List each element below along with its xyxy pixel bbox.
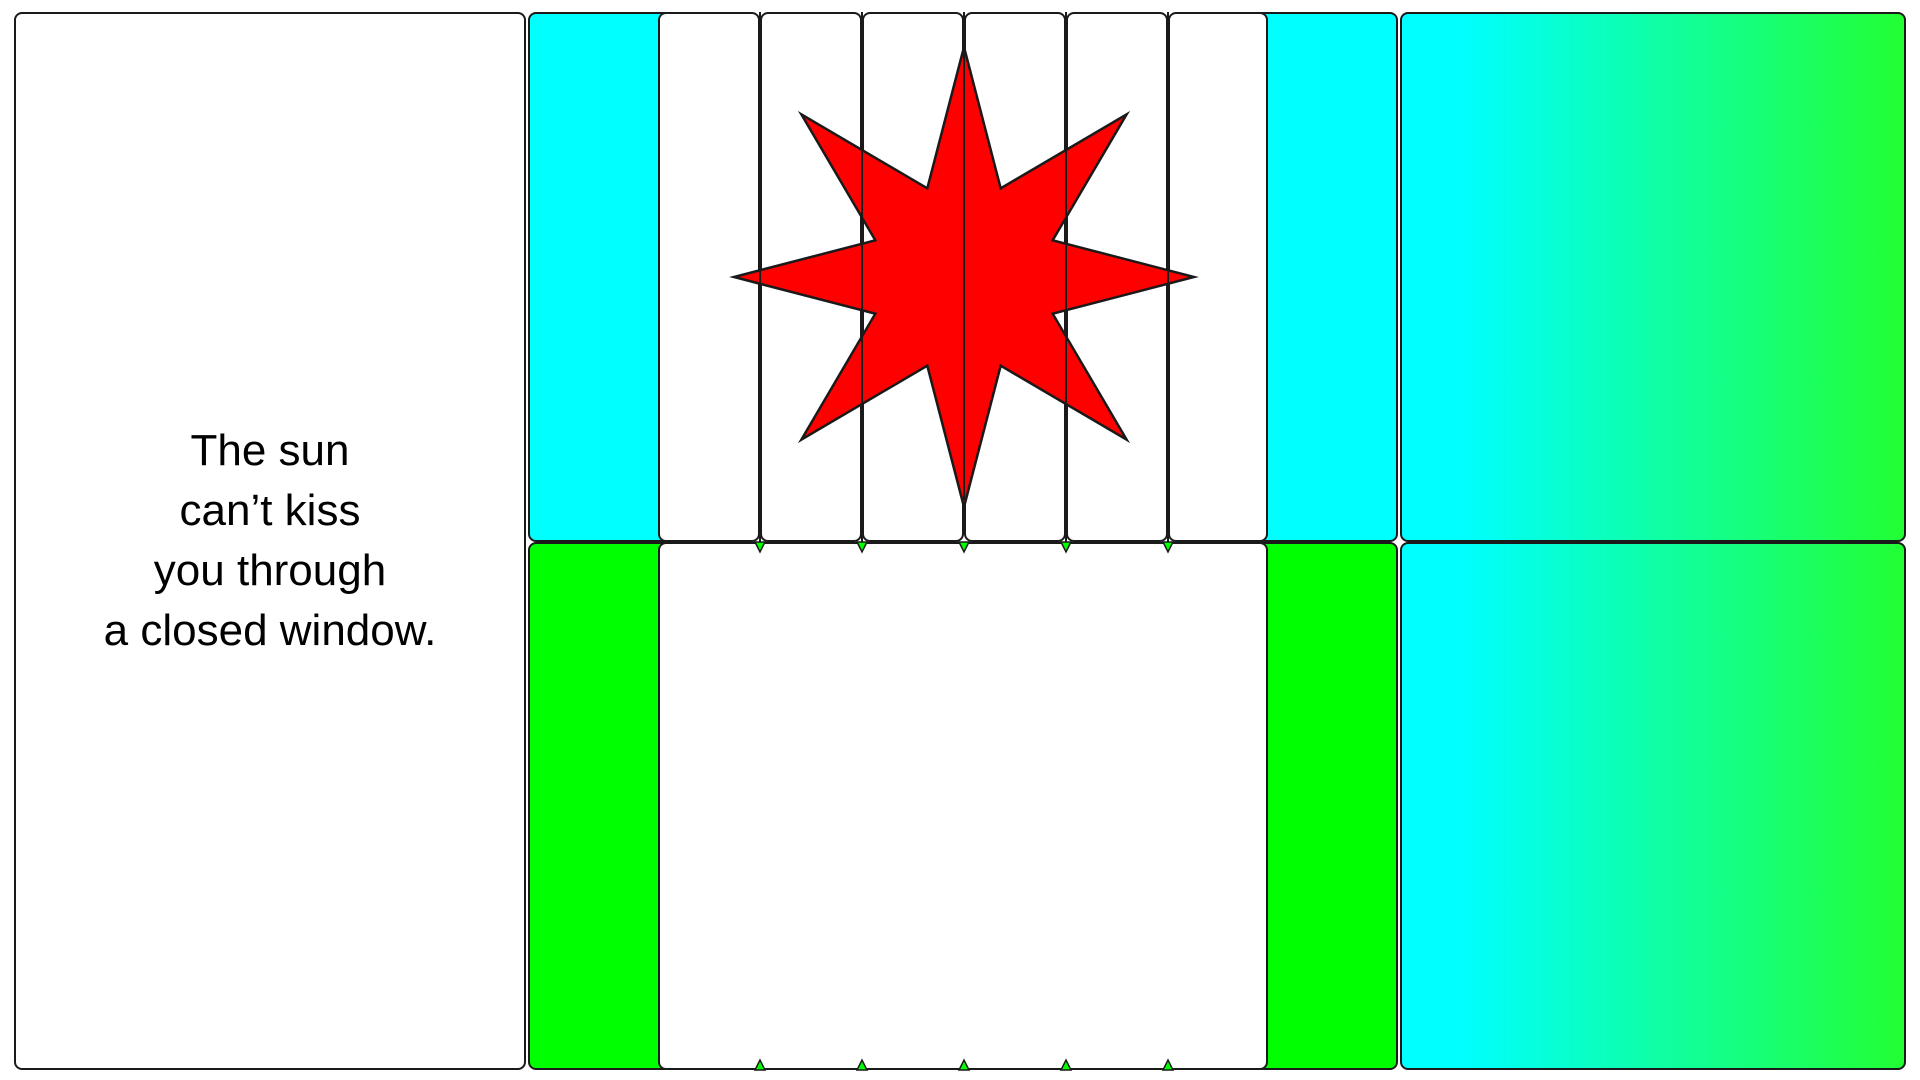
blind-slat-1 xyxy=(658,12,760,542)
window-lower-sheet xyxy=(658,542,1268,1070)
quote-panel: The sun can’t kiss you through a closed … xyxy=(14,12,526,1070)
blind-slat-6 xyxy=(1168,12,1268,542)
blind-slat-5 xyxy=(1066,12,1168,542)
gradient-panel-bottom xyxy=(1400,542,1906,1070)
blind-slat-3 xyxy=(862,12,964,542)
gradient-panel-top xyxy=(1400,12,1906,542)
window-top-right-tile xyxy=(1254,12,1398,542)
quote-text: The sun can’t kiss you through a closed … xyxy=(103,426,437,655)
window-bottom-left-tile xyxy=(528,542,672,1070)
blind-slat-2 xyxy=(760,12,862,542)
window-bottom-right-tile xyxy=(1254,542,1398,1070)
blind-slat-4 xyxy=(964,12,1066,542)
window-top-left-tile xyxy=(528,12,672,542)
